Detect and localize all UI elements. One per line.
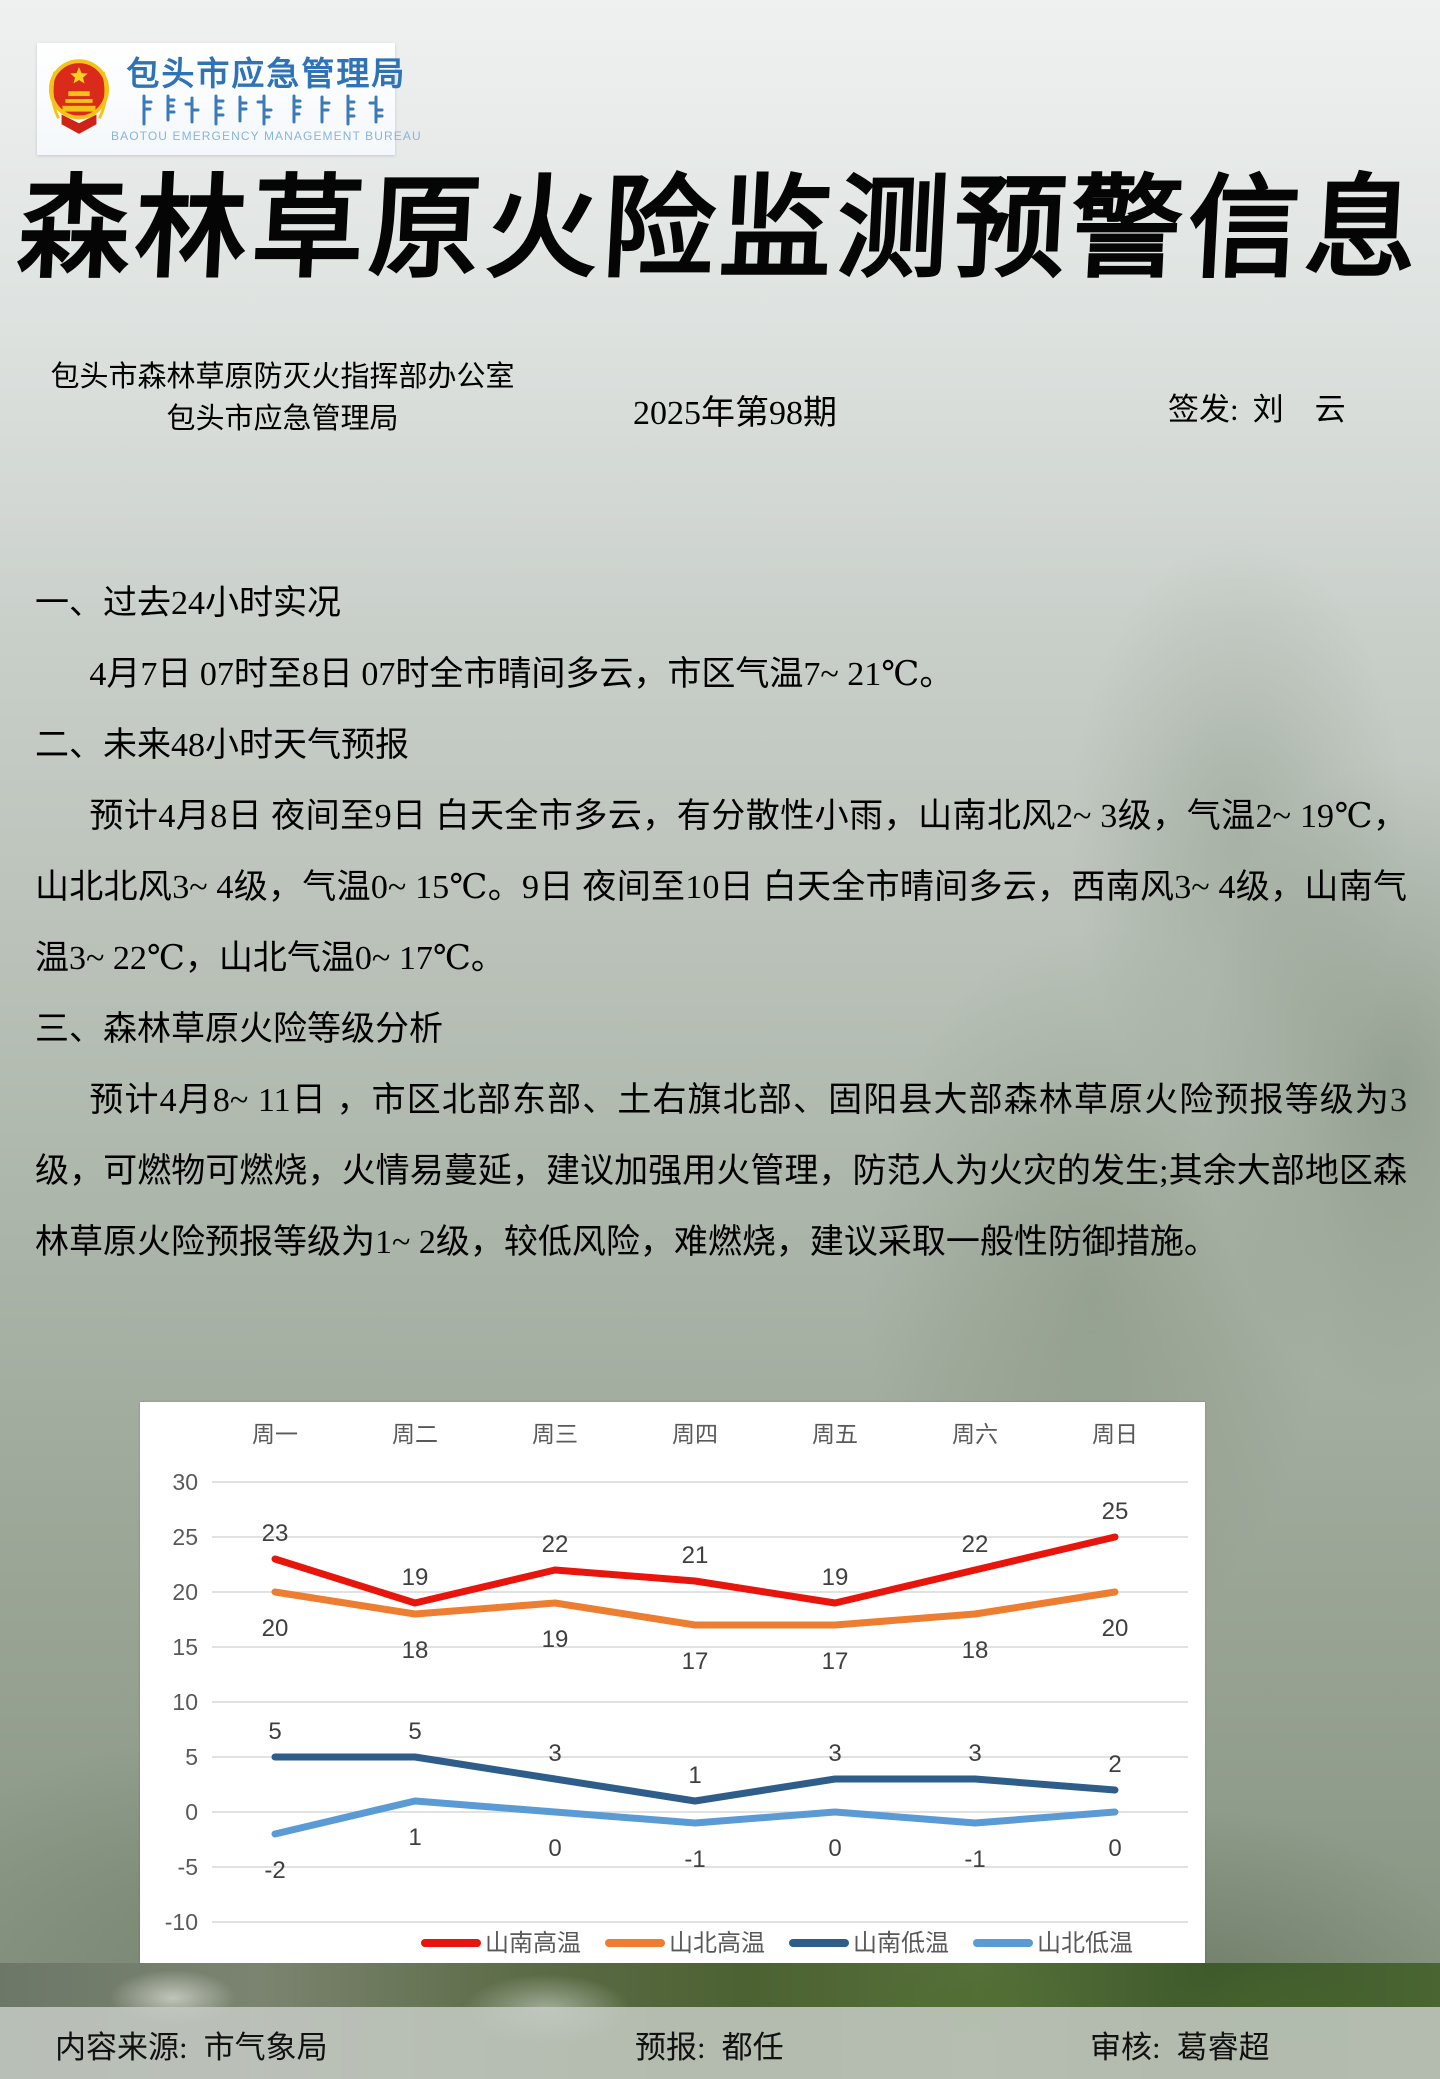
svg-text:山南低温: 山南低温 [853, 1930, 949, 1957]
svg-text:-5: -5 [178, 1854, 198, 1880]
footer-reviewer-value: 葛睿超 [1176, 2030, 1270, 2065]
footer-band [0, 2007, 1440, 2079]
svg-text:周二: 周二 [392, 1421, 438, 1447]
footer-source: 内容来源: 市气象局 [55, 2022, 328, 2067]
svg-text:山北低温: 山北低温 [1037, 1930, 1133, 1957]
svg-text:0: 0 [185, 1799, 198, 1825]
issuer-block: 包头市森林草原防灭火指挥部办公室 包头市应急管理局 [0, 356, 565, 440]
issuer-line1: 包头市森林草原防灭火指挥部办公室 [50, 361, 515, 393]
signer-label: 签发: [1168, 392, 1239, 427]
svg-text:17: 17 [682, 1648, 709, 1675]
footer-forecaster-label: 预报: [635, 2030, 706, 2065]
svg-text:22: 22 [962, 1531, 989, 1558]
svg-text:23: 23 [262, 1520, 289, 1547]
svg-text:-1: -1 [964, 1846, 985, 1873]
footer-reviewer-label: 审核: [1090, 2030, 1161, 2065]
svg-text:18: 18 [962, 1637, 989, 1664]
svg-text:18: 18 [402, 1637, 429, 1664]
temperature-chart-card: 30 25 20 15 10 5 0 -5 -10 周一 周二 周三 周四 周五 周六 周日 23 19 22 21 1… [140, 1402, 1205, 1965]
svg-text:20: 20 [1102, 1615, 1129, 1642]
svg-text:1: 1 [688, 1762, 701, 1789]
svg-text:3: 3 [968, 1740, 981, 1767]
svg-text:3: 3 [548, 1740, 561, 1767]
svg-text:周一: 周一 [252, 1421, 298, 1447]
svg-text:17: 17 [822, 1648, 849, 1675]
section-3-text: 预计4月8~ 11日 ，市区北部东部、土右旗北部、固阳县大部森林草原火险预报等级… [35, 1082, 1407, 1261]
footer-source-value: 市气象局 [203, 2030, 328, 2065]
svg-text:15: 15 [172, 1634, 198, 1660]
section-3-heading: 三、森林草原火险等级分析 [35, 1011, 443, 1048]
svg-text:2: 2 [1108, 1751, 1121, 1778]
svg-text:周三: 周三 [532, 1421, 578, 1447]
svg-text:周五: 周五 [812, 1421, 858, 1447]
svg-text:0: 0 [828, 1835, 841, 1862]
signer-name: 刘 云 [1252, 392, 1346, 427]
document-title: 森林草原火险监测预警信息 [14, 168, 1426, 292]
svg-text:5: 5 [185, 1744, 198, 1770]
svg-text:30: 30 [172, 1469, 198, 1495]
section-1-heading: 一、过去24小时实况 [35, 585, 341, 622]
svg-text:3: 3 [828, 1740, 841, 1767]
mongolian-script [142, 94, 384, 125]
svg-text:山南高温: 山南高温 [485, 1930, 581, 1957]
svg-text:19: 19 [542, 1626, 569, 1653]
svg-text:20: 20 [262, 1615, 289, 1642]
svg-text:10: 10 [172, 1689, 198, 1715]
section-1-text: 4月7日 07时至8日 07时全市晴间多云，市区气温7~ 21℃。 [89, 656, 954, 693]
svg-text:周四: 周四 [672, 1421, 718, 1447]
agency-name-en: BAOTOU EMERGENCY MANAGEMENT BUREAU [111, 128, 422, 143]
footer-forecaster: 预报: 都任 [635, 2022, 784, 2067]
svg-text:-2: -2 [264, 1857, 285, 1884]
svg-text:周日: 周日 [1092, 1421, 1138, 1447]
svg-text:5: 5 [268, 1718, 281, 1745]
footer-source-label: 内容来源: [55, 2030, 188, 2065]
svg-text:山北高温: 山北高温 [669, 1930, 765, 1957]
svg-text:-10: -10 [165, 1909, 198, 1935]
svg-text:0: 0 [548, 1835, 561, 1862]
svg-text:25: 25 [172, 1524, 198, 1550]
issue-number: 2025年第98期 [633, 395, 837, 432]
svg-text:21: 21 [682, 1542, 709, 1569]
footer-forecaster-value: 都任 [721, 2030, 784, 2065]
svg-text:5: 5 [408, 1718, 421, 1745]
issuer-line2: 包头市应急管理局 [166, 403, 399, 435]
agency-logo-card: 包头市应急管理局 BAOTOU EMERGENCY MANAGEMENT BUR… [37, 43, 421, 155]
signer-line: 签发: 刘 云 [1168, 384, 1346, 429]
svg-text:-1: -1 [684, 1846, 705, 1873]
svg-text:19: 19 [822, 1564, 849, 1591]
agency-logo-text: 包头市应急管理局 BAOTOU EMERGENCY MANAGEMENT BUR… [111, 54, 422, 143]
svg-text:22: 22 [542, 1531, 569, 1558]
svg-text:周六: 周六 [952, 1421, 998, 1447]
svg-text:25: 25 [1102, 1498, 1129, 1525]
section-2-text: 预计4月8日 夜间至9日 白天全市多云，有分散性小雨，山南北风2~ 3级，气温2… [35, 798, 1407, 977]
svg-text:19: 19 [402, 1564, 429, 1591]
footer-reviewer: 审核: 葛睿超 [1090, 2022, 1270, 2067]
bulletin-body: 一、过去24小时实况 4月7日 07时至8日 07时全市晴间多云，市区气温7~ … [35, 568, 1407, 1278]
section-2-heading: 二、未来48小时天气预报 [35, 727, 409, 764]
national-emblem-icon [48, 59, 110, 134]
svg-text:20: 20 [172, 1579, 198, 1605]
svg-text:1: 1 [408, 1824, 421, 1851]
agency-name-cn: 包头市应急管理局 [126, 54, 407, 92]
svg-text:0: 0 [1108, 1835, 1121, 1862]
